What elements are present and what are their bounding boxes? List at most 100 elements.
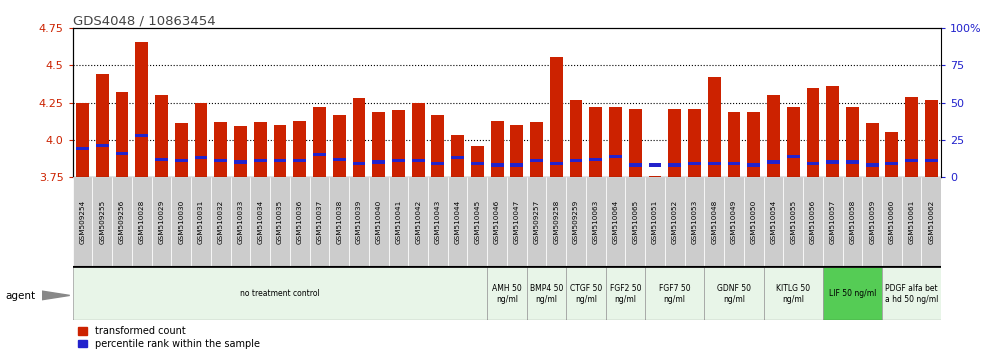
- Text: GDS4048 / 10863454: GDS4048 / 10863454: [73, 14, 215, 27]
- Bar: [310, 177, 330, 267]
- Bar: [628, 109, 641, 177]
- Bar: [93, 177, 113, 267]
- Text: GSM509254: GSM509254: [80, 200, 86, 244]
- Bar: [353, 98, 366, 177]
- Text: GSM510048: GSM510048: [711, 200, 717, 244]
- Bar: [408, 177, 428, 267]
- Bar: [885, 132, 898, 177]
- Bar: [131, 177, 151, 267]
- Text: GSM510040: GSM510040: [375, 200, 381, 244]
- Bar: [431, 115, 444, 177]
- Text: GSM510065: GSM510065: [632, 200, 638, 244]
- Bar: [823, 267, 882, 320]
- Bar: [135, 42, 148, 177]
- Bar: [668, 164, 681, 167]
- Bar: [744, 177, 764, 267]
- Bar: [764, 267, 823, 320]
- Bar: [590, 158, 603, 161]
- Polygon shape: [42, 291, 70, 300]
- Bar: [231, 177, 250, 267]
- Text: GSM510063: GSM510063: [593, 200, 599, 244]
- Bar: [330, 177, 349, 267]
- Bar: [688, 109, 701, 177]
- Bar: [373, 160, 385, 164]
- Text: CTGF 50
ng/ml: CTGF 50 ng/ml: [570, 284, 602, 304]
- Bar: [566, 177, 586, 267]
- Text: KITLG 50
ng/ml: KITLG 50 ng/ml: [776, 284, 810, 304]
- Bar: [803, 177, 823, 267]
- Bar: [254, 159, 267, 162]
- Bar: [214, 122, 227, 177]
- Text: GSM509258: GSM509258: [554, 200, 560, 244]
- Bar: [648, 164, 661, 167]
- Bar: [547, 177, 566, 267]
- Bar: [727, 112, 740, 177]
- Text: GSM510037: GSM510037: [317, 200, 323, 244]
- Bar: [807, 162, 820, 165]
- Bar: [113, 177, 131, 267]
- Bar: [921, 177, 941, 267]
- Bar: [431, 162, 444, 165]
- Bar: [388, 177, 408, 267]
- Bar: [925, 100, 938, 177]
- Bar: [270, 177, 290, 267]
- Bar: [901, 177, 921, 267]
- Bar: [846, 107, 859, 177]
- Bar: [625, 177, 645, 267]
- Bar: [487, 267, 527, 320]
- Text: GSM510051: GSM510051: [652, 200, 658, 244]
- Bar: [708, 78, 721, 177]
- Bar: [290, 177, 310, 267]
- Text: GSM510059: GSM510059: [870, 200, 875, 244]
- Bar: [175, 124, 187, 177]
- Bar: [527, 267, 566, 320]
- Bar: [471, 146, 484, 177]
- Bar: [76, 103, 89, 177]
- Bar: [135, 134, 148, 137]
- Text: GSM510060: GSM510060: [888, 200, 894, 244]
- Bar: [293, 159, 306, 162]
- Text: GSM510028: GSM510028: [138, 200, 144, 244]
- Text: GSM510032: GSM510032: [218, 200, 224, 244]
- Bar: [96, 144, 109, 147]
- Text: GSM510033: GSM510033: [237, 200, 243, 244]
- Text: no treatment control: no treatment control: [240, 289, 320, 298]
- Bar: [194, 156, 207, 159]
- Bar: [510, 164, 523, 167]
- Bar: [234, 160, 247, 164]
- Text: GSM510042: GSM510042: [415, 200, 421, 244]
- Bar: [527, 177, 547, 267]
- Bar: [471, 162, 484, 165]
- Bar: [550, 57, 563, 177]
- Text: FGF7 50
ng/ml: FGF7 50 ng/ml: [659, 284, 690, 304]
- Bar: [566, 267, 606, 320]
- Text: GSM510057: GSM510057: [830, 200, 836, 244]
- Text: LIF 50 ng/ml: LIF 50 ng/ml: [829, 289, 876, 298]
- Bar: [727, 162, 740, 165]
- Text: PDGF alfa bet
a hd 50 ng/ml: PDGF alfa bet a hd 50 ng/ml: [884, 284, 938, 304]
- Text: GSM510034: GSM510034: [257, 200, 263, 244]
- Bar: [411, 159, 424, 162]
- Text: GSM510053: GSM510053: [691, 200, 697, 244]
- Text: GSM509256: GSM509256: [120, 200, 125, 244]
- Bar: [349, 177, 369, 267]
- Bar: [747, 164, 760, 167]
- Bar: [116, 92, 128, 177]
- Bar: [333, 115, 346, 177]
- Bar: [467, 177, 487, 267]
- Text: GSM510054: GSM510054: [771, 200, 777, 244]
- Bar: [254, 122, 267, 177]
- Bar: [590, 107, 603, 177]
- Bar: [882, 177, 901, 267]
- Text: agent: agent: [5, 291, 35, 301]
- Text: GSM510041: GSM510041: [395, 200, 401, 244]
- Text: GSM510050: GSM510050: [751, 200, 757, 244]
- Bar: [905, 159, 918, 162]
- Bar: [451, 156, 464, 159]
- Bar: [411, 103, 424, 177]
- Bar: [369, 177, 388, 267]
- Bar: [645, 267, 704, 320]
- Text: GSM510058: GSM510058: [850, 200, 856, 244]
- Bar: [767, 160, 780, 164]
- Bar: [191, 177, 211, 267]
